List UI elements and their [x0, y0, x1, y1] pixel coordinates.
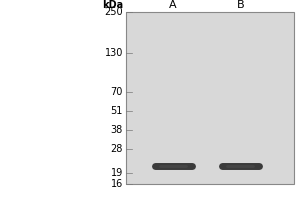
Text: 19: 19 — [111, 168, 123, 178]
Text: B: B — [236, 0, 244, 10]
Text: 70: 70 — [111, 87, 123, 97]
Text: 51: 51 — [111, 106, 123, 116]
Bar — [126, 12, 294, 184]
Text: 38: 38 — [111, 125, 123, 135]
Text: A: A — [169, 0, 177, 10]
Text: 250: 250 — [104, 7, 123, 17]
Text: 16: 16 — [111, 179, 123, 189]
Text: 130: 130 — [105, 48, 123, 58]
Text: kDa: kDa — [102, 0, 123, 10]
Text: 28: 28 — [111, 144, 123, 154]
